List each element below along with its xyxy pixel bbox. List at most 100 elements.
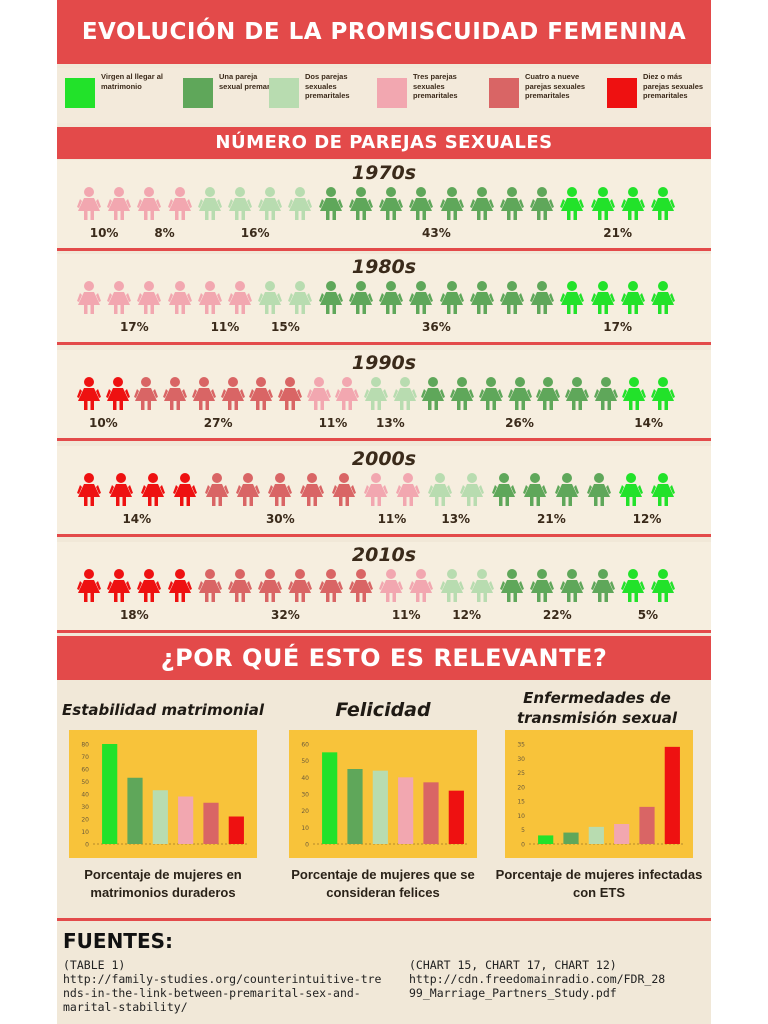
decade-label: 1980s <box>351 256 417 278</box>
bar <box>448 790 464 844</box>
y-tick-label: 0 <box>521 842 525 849</box>
woman-icon <box>590 569 615 602</box>
woman-icon <box>499 187 524 220</box>
woman-icon <box>555 473 580 506</box>
chart-caption: Porcentaje de mujeres en matrimonios dur… <box>84 867 242 900</box>
woman-icon <box>140 473 165 506</box>
source-line: nds-in-the-link-between-premarital-sex-a… <box>63 986 361 1000</box>
legend-swatch <box>269 78 299 108</box>
percent-label: 17% <box>603 320 633 334</box>
woman-icon <box>427 473 452 506</box>
legend-label: Virgen al llegar al matrimonio <box>101 72 163 91</box>
woman-icon <box>620 569 645 602</box>
woman-icon <box>77 187 101 220</box>
figure-row <box>57 186 711 222</box>
woman-icon <box>379 281 404 314</box>
woman-icon <box>204 473 229 506</box>
y-tick-label: 30 <box>517 756 525 763</box>
woman-icon <box>197 187 222 220</box>
y-tick-label: 50 <box>81 779 89 786</box>
legend-label: Una pareja sexual premarital <box>219 72 281 91</box>
bar <box>639 806 655 844</box>
woman-icon <box>220 377 245 410</box>
woman-icon <box>167 187 192 220</box>
woman-icon <box>379 569 404 602</box>
woman-icon <box>593 377 618 410</box>
woman-icon <box>651 187 675 220</box>
woman-icon <box>620 187 645 220</box>
woman-icon <box>560 569 585 602</box>
bar <box>322 752 338 844</box>
bar <box>228 816 244 844</box>
woman-icon <box>107 569 132 602</box>
woman-icon <box>107 187 132 220</box>
woman-icon <box>348 569 373 602</box>
y-tick-label: 25 <box>517 770 525 777</box>
woman-icon <box>137 569 162 602</box>
legend-swatch <box>183 78 213 108</box>
y-tick-label: 20 <box>301 808 309 815</box>
legend-item: Una pareja sexual premarital <box>183 72 281 108</box>
percent-label: 12% <box>632 512 662 526</box>
decade-label: 1970s <box>351 162 417 184</box>
woman-icon <box>318 281 343 314</box>
woman-icon <box>77 473 101 506</box>
y-tick-label: 40 <box>81 792 89 799</box>
y-tick-label: 15 <box>517 799 525 806</box>
bar <box>614 824 630 844</box>
source-line: (CHART 15, CHART 17, CHART 12) <box>409 958 617 972</box>
woman-icon <box>268 473 293 506</box>
y-tick-label: 10 <box>301 825 309 832</box>
legend-swatch <box>65 78 95 108</box>
bar <box>423 782 439 844</box>
decade-row: 1990s 10% 27% 11% 13% 26% 14% <box>57 350 711 438</box>
percent-label: 15% <box>270 320 300 334</box>
woman-icon <box>651 569 675 602</box>
percent-label: 10% <box>88 416 118 430</box>
woman-icon <box>499 281 524 314</box>
figure-row <box>57 568 711 604</box>
divider <box>57 630 711 633</box>
woman-icon <box>620 281 645 314</box>
woman-icon <box>450 377 475 410</box>
woman-icon <box>228 281 253 314</box>
y-tick-label: 80 <box>81 742 89 749</box>
figure-row <box>57 472 711 508</box>
source-right: (CHART 15, CHART 17, CHART 12) http://cd… <box>409 958 665 1000</box>
percent-label: 16% <box>240 226 270 240</box>
sources-title: FUENTES: <box>63 929 174 953</box>
percent-label: 13% <box>375 416 405 430</box>
percent-label: 14% <box>122 512 152 526</box>
bar <box>588 826 604 844</box>
woman-icon <box>288 187 313 220</box>
y-tick-label: 60 <box>81 767 89 774</box>
infographic: EVOLUCIÓN DE LA PROMISCUIDAD FEMENINA Vi… <box>57 0 711 1024</box>
woman-icon <box>478 377 503 410</box>
percent-label: 14% <box>634 416 664 430</box>
bar-chart: 0 10 20 30 40 50 60 70 80 <box>69 730 257 858</box>
section-banner-partners: NÚMERO DE PAREJAS SEXUALES <box>57 127 711 159</box>
percent-label: 26% <box>505 416 534 430</box>
bar-chart-svg: 0 10 20 30 40 50 60 70 80 <box>81 742 249 849</box>
woman-icon <box>392 377 417 410</box>
source-line: http://cdn.freedomainradio.com/FDR_28 <box>409 972 666 986</box>
chart-caption: Porcentaje de mujeres infectadas con ETS <box>495 867 703 900</box>
percent-label: 5% <box>637 608 659 622</box>
percent-label: 11% <box>318 416 348 430</box>
woman-icon <box>560 281 585 314</box>
percent-label: 32% <box>270 608 300 622</box>
percent-label: 11% <box>210 320 240 334</box>
y-tick-label: 50 <box>301 758 309 765</box>
figure-row <box>57 280 711 316</box>
woman-icon <box>507 377 532 410</box>
decade-row: 1980s 17% 11% 15% 36% 17% <box>57 254 711 342</box>
woman-icon <box>108 473 133 506</box>
woman-icon <box>491 473 516 506</box>
woman-icon <box>77 281 101 314</box>
y-tick-label: 0 <box>85 842 89 849</box>
woman-icon <box>335 377 360 410</box>
bar <box>127 777 143 844</box>
percent-label: 21% <box>603 226 633 240</box>
bar <box>102 744 118 844</box>
woman-icon <box>228 187 253 220</box>
